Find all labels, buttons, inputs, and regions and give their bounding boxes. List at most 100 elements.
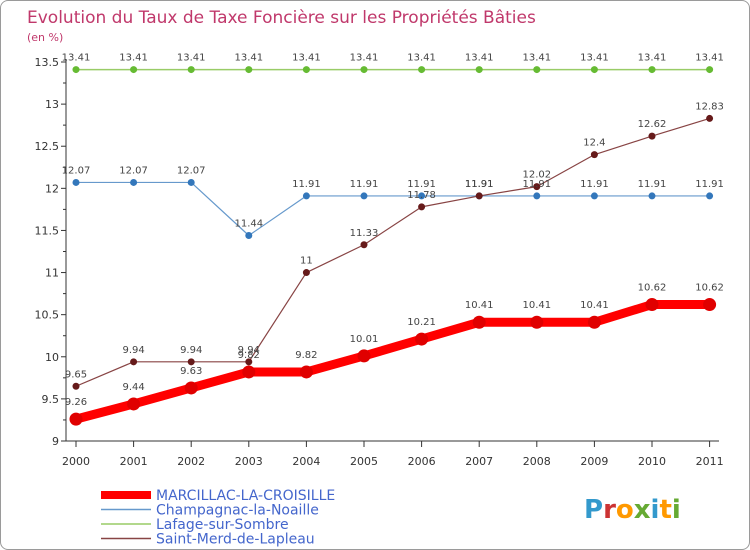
- series-0-label: 9.44: [122, 382, 144, 393]
- series-0-point: [415, 332, 429, 346]
- series-1-label: 11.91: [580, 179, 609, 190]
- x-tick-label: 2002: [177, 455, 205, 468]
- series-0-label: 10.01: [350, 334, 379, 345]
- series-2-label: 13.41: [638, 53, 667, 64]
- series-1-label: 12.07: [62, 165, 91, 176]
- series-1-label: 11.91: [465, 179, 494, 190]
- chart-subtitle: (en %): [27, 31, 63, 44]
- series-3-label: 11: [300, 256, 313, 267]
- x-tick-label: 2005: [350, 455, 378, 468]
- series-3-point: [648, 132, 656, 140]
- series-2-label: 13.41: [580, 53, 609, 64]
- series-1-point: [130, 178, 138, 186]
- series-3-point: [418, 203, 426, 211]
- x-ticks: 2000 2001 2002 2003 2004 2005 2006 2007 2008 2009…: [62, 441, 724, 468]
- series-line-0: [74, 300, 710, 424]
- series-2-label: 13.41: [177, 53, 206, 64]
- series-2-point: [706, 66, 714, 74]
- series-2-point: [130, 66, 138, 74]
- series-0-label: 10.41: [465, 300, 494, 311]
- series-1-point: [648, 192, 656, 200]
- series-0-label: 10.62: [695, 283, 724, 294]
- series-3-point: [475, 192, 483, 200]
- series-1-point: [533, 192, 541, 200]
- series-1-label: 11.91: [522, 179, 551, 190]
- series-2-point: [72, 66, 80, 74]
- series-3-label: 11.33: [350, 228, 379, 239]
- series-0-label: 9.26: [65, 397, 87, 408]
- series-2-point: [533, 66, 541, 74]
- series-2-label: 13.41: [522, 53, 551, 64]
- series-0-point: [587, 315, 601, 329]
- series-1-point: [590, 192, 598, 200]
- data-labels: 9.26 9.44 9.63 9.82 9.82 10.01 10.21 10.41 10.41…: [62, 53, 724, 409]
- series-2-label: 13.41: [695, 53, 724, 64]
- series-3-point: [302, 269, 310, 277]
- series-1-label: 12.07: [119, 165, 148, 176]
- series-2-point: [475, 66, 483, 74]
- series-0-label: 10.41: [580, 300, 609, 311]
- series-3-point: [72, 382, 80, 390]
- y-tick-label: 13: [45, 98, 59, 111]
- series-2-point: [590, 66, 598, 74]
- series-1-label: 11.91: [292, 179, 321, 190]
- series-1-point: [72, 178, 80, 186]
- series-3-label: 9.94: [180, 345, 202, 356]
- series-3-label: 9.65: [65, 369, 87, 380]
- series-1-point: [187, 178, 195, 186]
- series-1-point: [706, 192, 714, 200]
- series-1-label: 11.91: [638, 179, 667, 190]
- series-3-point: [590, 151, 598, 159]
- y-tick-label: 9: [52, 435, 59, 448]
- logo-letter: i: [651, 495, 660, 525]
- x-tick-label: 2007: [465, 455, 493, 468]
- series-1-label: 12.07: [177, 165, 206, 176]
- series-0-point: [703, 298, 717, 312]
- logo-letter: t: [659, 495, 671, 525]
- series-1-label: 11.91: [350, 179, 379, 190]
- series-0-label: 10.62: [638, 283, 667, 294]
- y-tick-label: 13.5: [35, 56, 60, 69]
- series-3-label: 9.94: [238, 345, 260, 356]
- logo-letter: r: [603, 495, 616, 525]
- y-tick-label: 12.5: [35, 140, 60, 153]
- series-1-label: 11.44: [234, 218, 263, 229]
- series-2-point: [360, 66, 368, 74]
- legend-label-1: Champagnac-la-Noaille: [156, 503, 319, 519]
- series-line-1: [76, 181, 710, 237]
- series-3-point: [245, 358, 253, 366]
- series-0-label: 9.82: [295, 350, 317, 361]
- x-tick-label: 2008: [523, 455, 551, 468]
- series-2-label: 13.41: [465, 53, 494, 64]
- y-tick-label: 10: [45, 351, 59, 364]
- series-3-point: [130, 358, 138, 366]
- x-tick-label: 2000: [62, 455, 90, 468]
- series-line-3: [75, 117, 710, 387]
- series-0-label: 9.82: [238, 350, 260, 361]
- series-3-label: 11.78: [407, 190, 436, 201]
- series-0-point: [472, 315, 486, 329]
- series-3-label: 12.83: [695, 101, 724, 112]
- y-ticks: 9 9.5 10 10.5 11 11.5 12 12.5 13 13.5: [35, 56, 66, 448]
- series-1-label: 11.91: [695, 179, 724, 190]
- legend-label-0: MARCILLAC-LA-CROISILLE: [156, 488, 335, 504]
- logo-letter: i: [672, 495, 681, 525]
- series-0-label: 10.21: [407, 317, 436, 328]
- series-0-point: [645, 298, 659, 312]
- series-0-label: 9.63: [180, 366, 202, 377]
- series-3-point: [706, 114, 714, 122]
- series-1-point: [418, 192, 426, 200]
- series-0-point: [530, 315, 544, 329]
- y-tick-label: 11: [45, 267, 59, 280]
- logo-letter: x: [634, 495, 651, 525]
- y-tick-label: 11.5: [35, 224, 60, 237]
- y-tick-label: 12: [45, 182, 59, 195]
- series-2-label: 13.41: [119, 53, 148, 64]
- x-tick-label: 2011: [696, 455, 724, 468]
- series-2-point: [302, 66, 310, 74]
- logo-letter: P: [584, 495, 603, 525]
- x-tick-label: 2003: [235, 455, 263, 468]
- series-3-point: [360, 241, 368, 249]
- series-1-point: [360, 192, 368, 200]
